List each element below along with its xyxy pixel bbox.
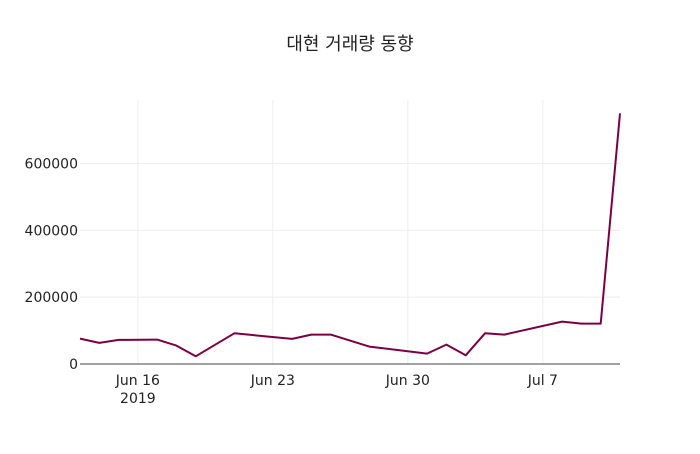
- chart-title: 대현 거래량 동향: [286, 34, 414, 55]
- y-tick-label: 200000: [25, 290, 78, 306]
- x-tick-sublabel: 2019: [120, 391, 156, 407]
- y-tick-label: 400000: [25, 223, 78, 239]
- x-tick-label: Jul 7: [527, 373, 558, 389]
- x-tick-label: Jun 30: [385, 373, 430, 389]
- x-tick-label: Jun 23: [250, 373, 295, 389]
- axis-layer: Jun 16 2019 Jun 23 Jun 30 Jul 7 0 200000 400000…: [25, 156, 620, 407]
- y-tick-label: 0: [69, 357, 78, 373]
- x-tick-label: Jun 16: [115, 373, 160, 389]
- series-line: [79, 113, 621, 358]
- y-tick-label: 600000: [25, 156, 78, 172]
- grid-layer: [80, 100, 620, 364]
- series-layer: [79, 113, 621, 358]
